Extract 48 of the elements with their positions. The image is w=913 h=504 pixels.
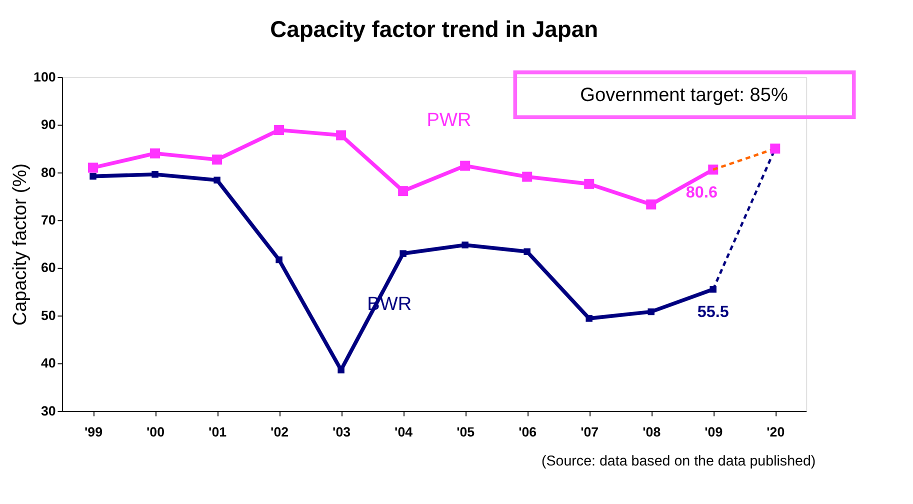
x-tick-label: '09	[704, 424, 723, 440]
y-tick-label: 70	[40, 212, 56, 228]
point	[586, 315, 592, 322]
point	[90, 172, 96, 180]
annotation: Government target: 85%	[580, 84, 788, 106]
point	[212, 154, 222, 165]
x-tick-label: '05	[456, 424, 476, 440]
x-tick-label: '03	[332, 424, 351, 440]
series-label: PWR	[426, 110, 472, 132]
y-tick-label: 50	[40, 308, 56, 323]
point	[338, 366, 344, 374]
point	[648, 308, 654, 316]
point	[460, 160, 470, 171]
point	[274, 125, 284, 136]
y-tick-label: 100	[34, 69, 56, 84]
point	[522, 172, 532, 182]
y-tick-label: 40	[40, 356, 56, 371]
point	[400, 250, 406, 257]
chart-title: Capacity factor trend in Japan	[270, 16, 598, 42]
data-label: 55.5	[697, 303, 729, 322]
x-tick-label: '20	[766, 424, 785, 440]
point	[152, 171, 158, 178]
x-tick-label: '07	[580, 424, 599, 440]
x-tick-label: '06	[518, 424, 537, 440]
y-tick-label: 80	[40, 164, 56, 180]
point	[398, 186, 408, 196]
x-tick-label: '04	[394, 424, 414, 440]
data-label: 80.6	[686, 183, 718, 202]
point	[276, 256, 282, 264]
point	[524, 248, 530, 256]
point	[88, 162, 98, 173]
point	[336, 130, 346, 140]
point	[770, 144, 780, 154]
y-axis-title: Capacity factor (%)	[10, 163, 31, 326]
point	[646, 199, 656, 210]
x-tick-label: '02	[270, 424, 289, 440]
point	[462, 242, 468, 248]
y-tick-label: 30	[40, 403, 56, 418]
point	[584, 178, 594, 189]
text: (Source: data based on the data published)	[541, 453, 816, 470]
x-tick-label: '08	[642, 424, 662, 440]
point	[214, 176, 220, 184]
y-tick-label: 60	[40, 260, 56, 276]
x-tick-label: '00	[146, 424, 165, 440]
y-tick-label: 90	[40, 117, 56, 132]
x-tick-label: '01	[208, 424, 228, 440]
x-tick-label: '99	[84, 424, 102, 440]
point	[150, 148, 160, 158]
